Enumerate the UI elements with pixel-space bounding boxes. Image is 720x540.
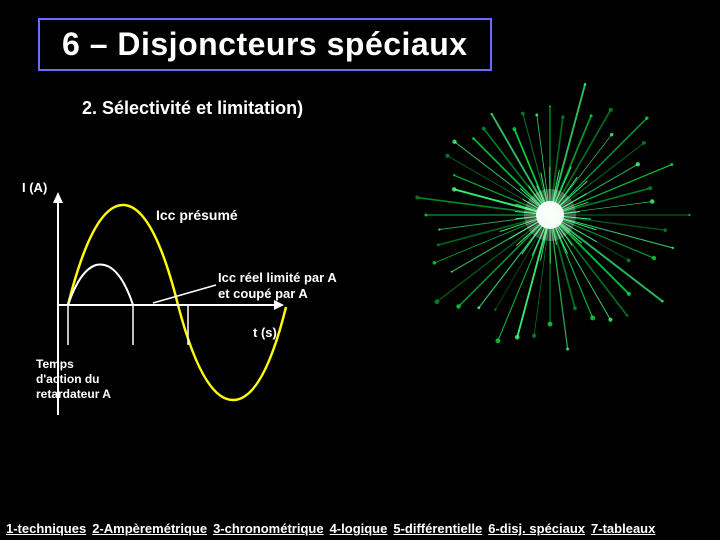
nav-item[interactable]: 7-tableaux xyxy=(591,521,655,536)
nav-item[interactable]: 5-différentielle xyxy=(393,521,482,536)
curve-label-presumed: Icc présumé xyxy=(156,207,238,223)
delay-note: Tempsd'action duretardateur A xyxy=(36,357,111,402)
x-axis-label: t (s) xyxy=(253,325,277,340)
nav-item[interactable]: 4-logique xyxy=(330,521,388,536)
nav-item[interactable]: 1-techniques xyxy=(6,521,86,536)
page-subtitle: 2. Sélectivité et limitation) xyxy=(82,98,303,119)
title-container: 6 – Disjoncteurs spéciaux xyxy=(38,18,492,71)
curve-label-limited: Icc réel limité par Aet coupé par A xyxy=(218,270,337,301)
bottom-navigation: 1-techniques 2-Ampèremétrique 3-chronométr… xyxy=(6,521,714,536)
firework-decoration xyxy=(400,60,710,380)
nav-item[interactable]: 6-disj. spéciaux xyxy=(488,521,585,536)
nav-item[interactable]: 2-Ampèremétrique xyxy=(92,521,207,536)
nav-item[interactable]: 3-chronométrique xyxy=(213,521,324,536)
y-axis-label: I (A) xyxy=(22,180,47,195)
current-limitation-chart: I (A) Icc présumé Icc réel limité par Ae… xyxy=(18,175,388,420)
page-title: 6 – Disjoncteurs spéciaux xyxy=(62,26,468,63)
